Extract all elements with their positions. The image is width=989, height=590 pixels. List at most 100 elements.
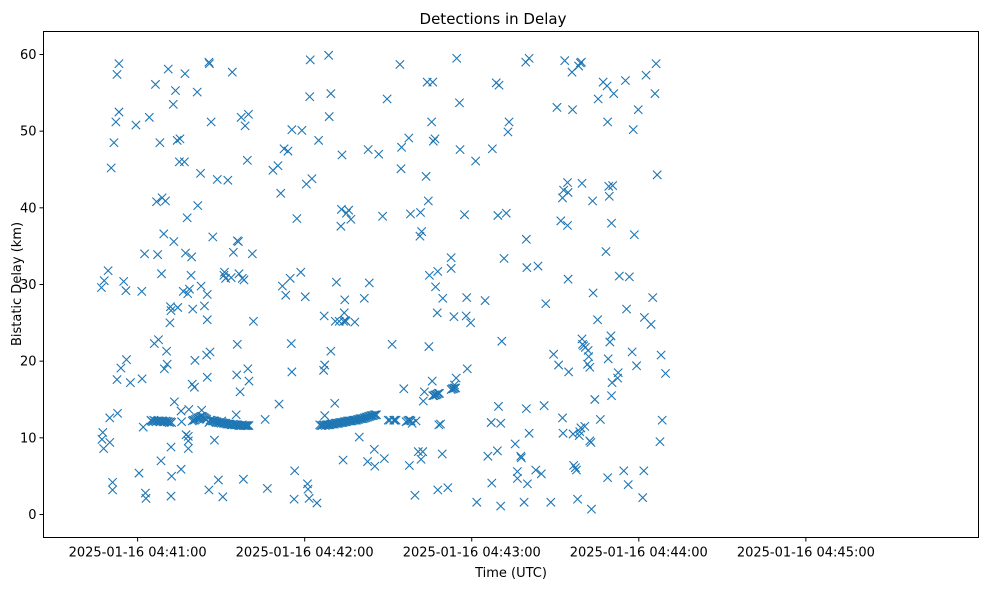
data-point	[437, 449, 447, 459]
data-point	[105, 413, 115, 423]
data-point	[438, 293, 448, 303]
data-point	[277, 281, 287, 291]
data-point	[208, 232, 218, 242]
data-point	[524, 53, 534, 63]
data-point	[586, 437, 596, 448]
data-point	[451, 383, 461, 393]
data-point	[415, 207, 426, 218]
y-tick-label: 20	[20, 355, 37, 370]
data-point	[446, 253, 456, 263]
data-point	[606, 391, 617, 401]
data-point	[487, 478, 497, 488]
data-point	[651, 59, 661, 69]
data-point	[331, 277, 342, 287]
data-point	[283, 146, 293, 156]
data-point	[648, 292, 658, 303]
data-point	[238, 474, 249, 484]
data-point	[190, 355, 200, 365]
data-point	[584, 351, 594, 362]
x-axis-label: Time (UTC)	[474, 566, 547, 581]
data-point	[125, 378, 135, 388]
data-point	[114, 107, 124, 117]
data-point	[168, 99, 178, 109]
data-point	[305, 55, 315, 65]
data-point	[243, 364, 253, 374]
data-point	[504, 117, 514, 127]
data-point	[493, 401, 504, 411]
data-point	[159, 364, 169, 374]
data-point	[539, 401, 549, 411]
data-point	[242, 155, 252, 165]
data-point	[292, 213, 302, 224]
data-point	[137, 374, 147, 384]
data-point	[462, 364, 472, 374]
data-point	[559, 185, 569, 195]
data-point	[287, 125, 297, 135]
y-tick-label: 0	[28, 508, 36, 523]
data-point	[330, 316, 340, 326]
data-point	[369, 444, 379, 454]
data-point	[182, 213, 192, 223]
data-point	[186, 270, 196, 280]
data-point	[161, 346, 172, 356]
data-point	[314, 135, 324, 145]
data-point	[121, 286, 131, 296]
data-point	[512, 473, 522, 484]
data-point	[285, 273, 295, 283]
data-point	[166, 417, 177, 428]
data-point	[471, 156, 481, 166]
data-point	[204, 57, 214, 67]
data-point	[116, 363, 126, 373]
data-point	[496, 501, 506, 511]
data-point	[112, 69, 122, 80]
data-point	[501, 208, 511, 218]
data-point	[165, 318, 175, 328]
data-point	[156, 269, 167, 279]
data-point	[106, 163, 116, 173]
data-point	[546, 497, 556, 507]
data-point	[281, 290, 291, 300]
data-point	[162, 359, 172, 369]
data-point	[153, 250, 163, 260]
data-point	[243, 109, 254, 119]
data-point	[139, 249, 150, 259]
data-point	[326, 346, 336, 356]
data-point	[227, 67, 237, 77]
data-point	[427, 376, 437, 386]
y-tick-label: 60	[20, 48, 37, 63]
data-point	[586, 504, 597, 514]
data-point	[455, 144, 465, 155]
data-point	[359, 293, 369, 303]
data-point	[137, 286, 147, 296]
data-point	[424, 342, 434, 352]
data-point	[449, 312, 459, 322]
data-point	[166, 305, 176, 316]
data-point	[536, 469, 546, 479]
data-point	[602, 81, 612, 91]
data-point	[205, 347, 215, 357]
data-point	[320, 411, 330, 421]
data-point	[134, 468, 144, 478]
data-point	[165, 302, 176, 312]
data-point	[312, 498, 322, 508]
data-point	[395, 59, 405, 70]
data-point	[235, 387, 245, 397]
data-point	[248, 316, 259, 326]
data-point	[510, 439, 520, 449]
data-point	[459, 210, 470, 220]
data-point	[138, 422, 148, 432]
data-point	[290, 466, 300, 476]
data-point	[188, 304, 198, 314]
data-point	[608, 181, 618, 191]
data-point	[226, 273, 236, 283]
data-point	[451, 373, 461, 383]
data-point	[213, 475, 223, 485]
data-point	[160, 196, 171, 206]
data-point	[628, 125, 638, 135]
data-point	[590, 394, 600, 405]
data-point	[363, 457, 373, 467]
y-axis-label: Bistatic Delay (km)	[10, 222, 25, 346]
data-point	[660, 368, 671, 379]
x-tick-label: 2025-01-16 04:43:00	[403, 546, 541, 561]
data-point	[621, 304, 632, 314]
